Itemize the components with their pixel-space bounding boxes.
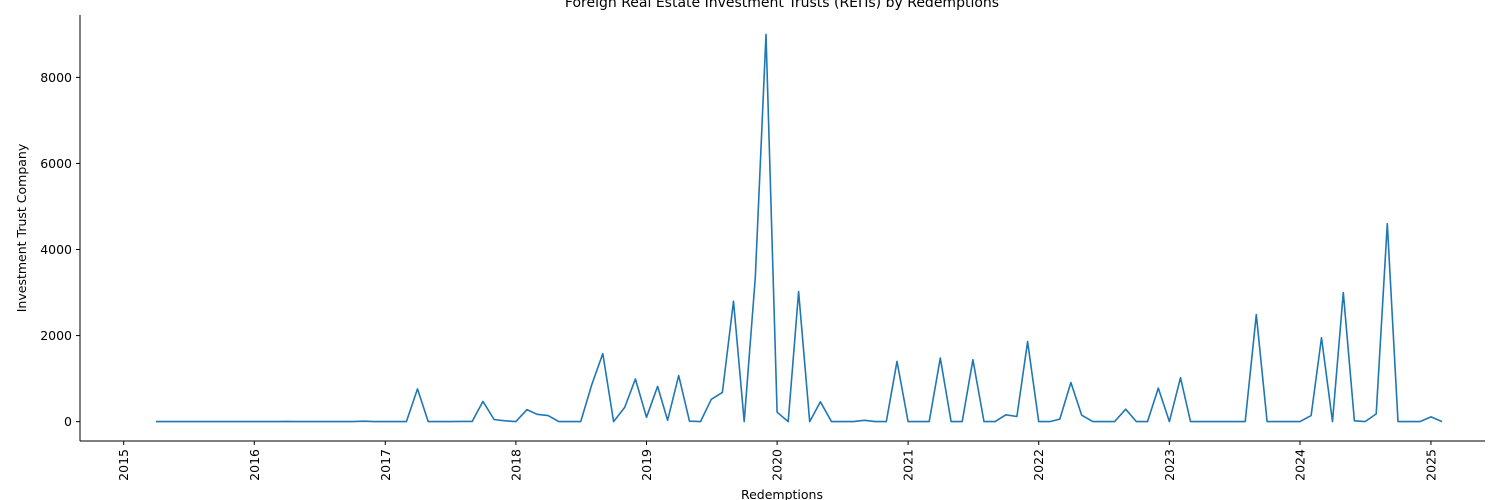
y-tick-label: 0	[64, 414, 72, 429]
y-axis-ticks: 0 2000 4000 6000 8000	[40, 70, 80, 429]
x-tick-label: 2017	[378, 449, 393, 481]
x-axis-label: Redemptions	[741, 487, 823, 500]
x-tick-label: 2020	[770, 449, 785, 481]
series-line	[155, 33, 1443, 423]
x-axis-ticks: 2015 2016 2017 2018 2019 2020 2021 2022 2023 2024…	[116, 441, 1438, 481]
chart-title: Foreign Real Estate Investment Trusts (R…	[565, 0, 999, 11]
x-tick-label: 2019	[639, 449, 654, 481]
x-tick-label: 2018	[508, 449, 523, 481]
y-tick-label: 6000	[40, 156, 72, 171]
x-tick-label: 2015	[116, 449, 131, 481]
x-tick-label: 2023	[1162, 449, 1177, 481]
y-tick-label: 8000	[40, 70, 72, 85]
y-tick-label: 4000	[40, 242, 72, 257]
x-tick-label: 2024	[1292, 449, 1307, 481]
y-tick-label: 2000	[40, 328, 72, 343]
x-tick-label: 2016	[247, 449, 262, 481]
y-axis-label: Investment Trust Company	[14, 143, 29, 312]
x-tick-label: 2021	[901, 449, 916, 481]
x-tick-label: 2025	[1423, 449, 1438, 481]
x-tick-label: 2022	[1031, 449, 1046, 481]
